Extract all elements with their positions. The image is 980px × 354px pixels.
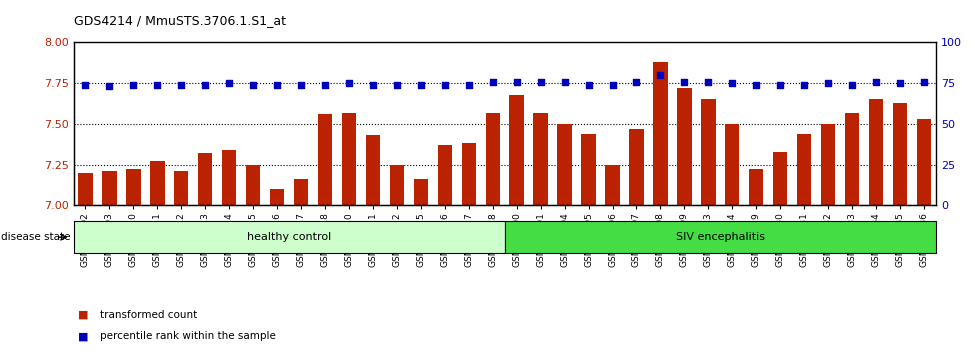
Point: [533, 79, 549, 84]
Bar: [893, 103, 907, 205]
Point: [485, 79, 501, 84]
Point: [389, 82, 405, 88]
Text: percentile rank within the sample: percentile rank within the sample: [100, 331, 275, 341]
Point: [724, 80, 740, 86]
Bar: [533, 113, 548, 205]
Bar: [701, 99, 715, 205]
Bar: [462, 143, 476, 205]
Bar: [390, 165, 404, 205]
Point: [173, 82, 189, 88]
Bar: [294, 179, 309, 205]
Bar: [725, 124, 740, 205]
Text: ■: ■: [78, 331, 89, 341]
Text: SIV encephalitis: SIV encephalitis: [676, 232, 764, 242]
Point: [293, 82, 309, 88]
Bar: [505, 221, 936, 253]
Bar: [773, 152, 787, 205]
Bar: [78, 173, 93, 205]
Point: [820, 80, 836, 86]
Point: [772, 82, 788, 88]
Bar: [222, 150, 236, 205]
Bar: [150, 161, 165, 205]
Text: healthy control: healthy control: [247, 232, 331, 242]
Point: [509, 79, 524, 84]
Point: [366, 82, 381, 88]
Point: [318, 82, 333, 88]
Point: [892, 80, 907, 86]
Bar: [606, 165, 619, 205]
Point: [749, 82, 764, 88]
Bar: [869, 99, 883, 205]
Point: [437, 82, 453, 88]
Bar: [749, 170, 763, 205]
Bar: [510, 95, 524, 205]
Bar: [414, 179, 428, 205]
Bar: [845, 113, 859, 205]
Bar: [438, 145, 452, 205]
Point: [221, 80, 237, 86]
Point: [197, 82, 213, 88]
Point: [413, 82, 428, 88]
Point: [461, 82, 476, 88]
Point: [270, 82, 285, 88]
Point: [125, 82, 141, 88]
Point: [581, 82, 597, 88]
Bar: [174, 171, 188, 205]
Bar: [126, 170, 140, 205]
Bar: [677, 88, 692, 205]
Bar: [318, 114, 332, 205]
Point: [557, 79, 572, 84]
Bar: [797, 134, 811, 205]
Bar: [485, 113, 500, 205]
Bar: [581, 134, 596, 205]
Text: transformed count: transformed count: [100, 310, 197, 320]
Point: [653, 72, 668, 78]
Bar: [558, 124, 571, 205]
Bar: [629, 129, 644, 205]
Bar: [654, 62, 667, 205]
Point: [245, 82, 261, 88]
Point: [868, 79, 884, 84]
Point: [605, 82, 620, 88]
Point: [701, 79, 716, 84]
Point: [676, 79, 692, 84]
Point: [102, 84, 118, 89]
Bar: [74, 221, 505, 253]
Text: disease state: disease state: [1, 232, 71, 242]
Point: [150, 82, 166, 88]
Point: [628, 79, 644, 84]
Bar: [246, 165, 261, 205]
Bar: [198, 153, 213, 205]
Point: [844, 82, 859, 88]
Bar: [821, 124, 835, 205]
Bar: [270, 189, 284, 205]
Point: [341, 80, 357, 86]
Bar: [342, 113, 356, 205]
Text: ■: ■: [78, 310, 89, 320]
Text: GDS4214 / MmuSTS.3706.1.S1_at: GDS4214 / MmuSTS.3706.1.S1_at: [74, 14, 285, 27]
Point: [916, 79, 932, 84]
Bar: [916, 119, 931, 205]
Bar: [102, 171, 117, 205]
Bar: [366, 135, 380, 205]
Point: [77, 82, 93, 88]
Point: [797, 82, 812, 88]
